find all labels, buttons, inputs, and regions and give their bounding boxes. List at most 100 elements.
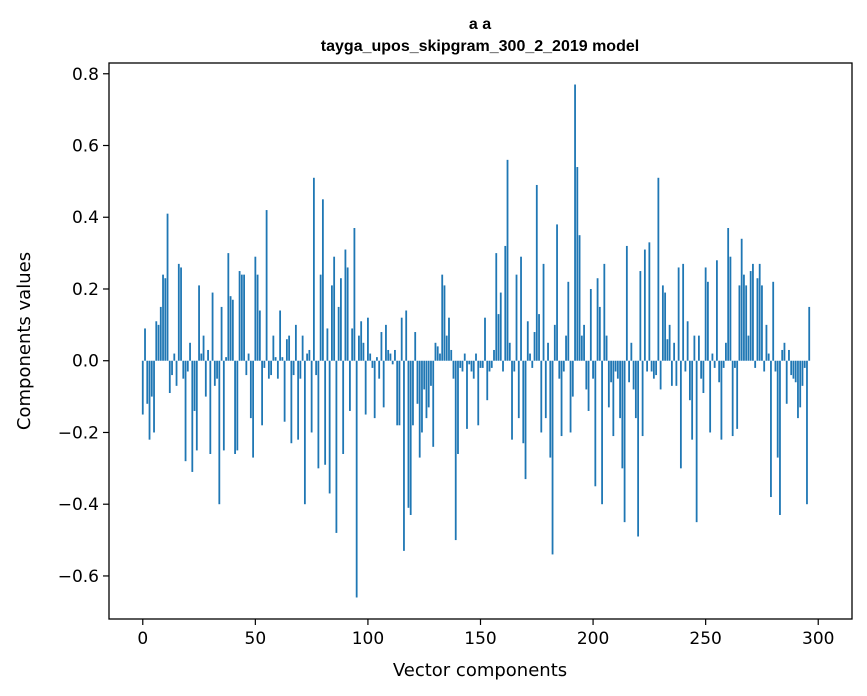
bar bbox=[387, 349, 390, 361]
bar bbox=[788, 349, 790, 361]
x-tick-label: 50 bbox=[245, 629, 267, 649]
bar bbox=[256, 274, 259, 361]
bar bbox=[511, 360, 513, 440]
bar bbox=[625, 245, 628, 361]
bar bbox=[200, 353, 203, 361]
x-tick-label: 150 bbox=[464, 629, 496, 649]
bar bbox=[623, 360, 626, 523]
bar bbox=[641, 360, 644, 437]
bar bbox=[148, 360, 151, 440]
bar bbox=[452, 360, 455, 379]
bar bbox=[394, 349, 396, 361]
bar bbox=[436, 346, 439, 361]
bar bbox=[601, 360, 603, 505]
bar bbox=[400, 317, 403, 361]
bar bbox=[216, 360, 218, 379]
bar bbox=[463, 353, 466, 361]
bar bbox=[598, 306, 601, 361]
bar bbox=[621, 360, 624, 469]
bar bbox=[351, 328, 354, 361]
bar bbox=[171, 360, 173, 376]
bar bbox=[497, 314, 500, 361]
y-axis: −0.6 −0.4 −0.2 0.0 0.2 0.4 0.6 0.8 bbox=[58, 65, 109, 587]
bar bbox=[749, 271, 752, 361]
bar bbox=[754, 360, 757, 368]
bar bbox=[781, 349, 784, 361]
bar bbox=[175, 360, 178, 386]
bar bbox=[164, 278, 167, 361]
bar bbox=[761, 285, 763, 361]
bar bbox=[797, 360, 799, 419]
bar bbox=[700, 360, 703, 379]
bar bbox=[716, 260, 718, 361]
bar bbox=[272, 335, 275, 361]
y-tick-label: 0.4 bbox=[72, 208, 99, 228]
bar bbox=[466, 360, 468, 429]
bar bbox=[159, 306, 162, 361]
bar bbox=[495, 253, 498, 361]
bar bbox=[776, 360, 779, 458]
bar bbox=[709, 360, 712, 433]
bar bbox=[299, 360, 302, 379]
bar bbox=[389, 353, 392, 361]
bar bbox=[342, 360, 345, 454]
x-tick-label: 100 bbox=[352, 629, 384, 649]
bar bbox=[688, 360, 691, 401]
bar bbox=[486, 360, 489, 401]
bar bbox=[522, 360, 525, 444]
bar bbox=[592, 360, 594, 379]
bar bbox=[279, 310, 282, 361]
bar bbox=[371, 360, 374, 368]
bar bbox=[317, 360, 320, 469]
bar bbox=[707, 281, 709, 361]
bar bbox=[470, 360, 473, 372]
bar bbox=[162, 274, 164, 361]
y-tick-label: 0.8 bbox=[72, 65, 99, 85]
bar bbox=[639, 271, 642, 361]
y-tick-label: −0.4 bbox=[58, 495, 99, 515]
bar bbox=[698, 335, 700, 361]
x-axis-label: Vector components bbox=[393, 660, 567, 681]
bar bbox=[529, 353, 531, 361]
bar bbox=[560, 360, 563, 437]
bar bbox=[157, 324, 160, 361]
bar bbox=[747, 335, 750, 361]
bar bbox=[443, 285, 446, 361]
bar bbox=[785, 360, 788, 404]
bar bbox=[222, 360, 225, 451]
bar bbox=[648, 242, 651, 361]
bar bbox=[340, 278, 342, 361]
bar bbox=[258, 310, 261, 361]
bar bbox=[362, 342, 365, 361]
bar bbox=[468, 360, 471, 365]
bar bbox=[263, 360, 266, 368]
bar bbox=[229, 296, 232, 361]
bar bbox=[427, 360, 430, 408]
bar bbox=[722, 360, 725, 368]
bar bbox=[634, 360, 637, 419]
bar bbox=[349, 360, 351, 411]
bar bbox=[637, 360, 640, 537]
bar bbox=[240, 274, 243, 361]
bar bbox=[556, 224, 558, 361]
bar bbox=[274, 357, 277, 361]
bar bbox=[535, 184, 538, 361]
bar bbox=[369, 353, 372, 361]
bar bbox=[583, 324, 585, 361]
y-axis-label: Components values bbox=[14, 252, 35, 430]
bar bbox=[153, 360, 155, 433]
bar bbox=[499, 292, 502, 361]
bar bbox=[515, 274, 518, 361]
bar bbox=[585, 360, 588, 390]
bar bbox=[614, 360, 617, 372]
bar bbox=[767, 353, 770, 361]
bar bbox=[439, 353, 441, 361]
bar bbox=[267, 360, 270, 379]
bar bbox=[382, 360, 385, 408]
bar bbox=[538, 314, 540, 361]
bar bbox=[150, 360, 153, 397]
bar bbox=[567, 281, 570, 361]
y-tick-label: −0.6 bbox=[58, 567, 99, 587]
bar bbox=[441, 274, 444, 361]
